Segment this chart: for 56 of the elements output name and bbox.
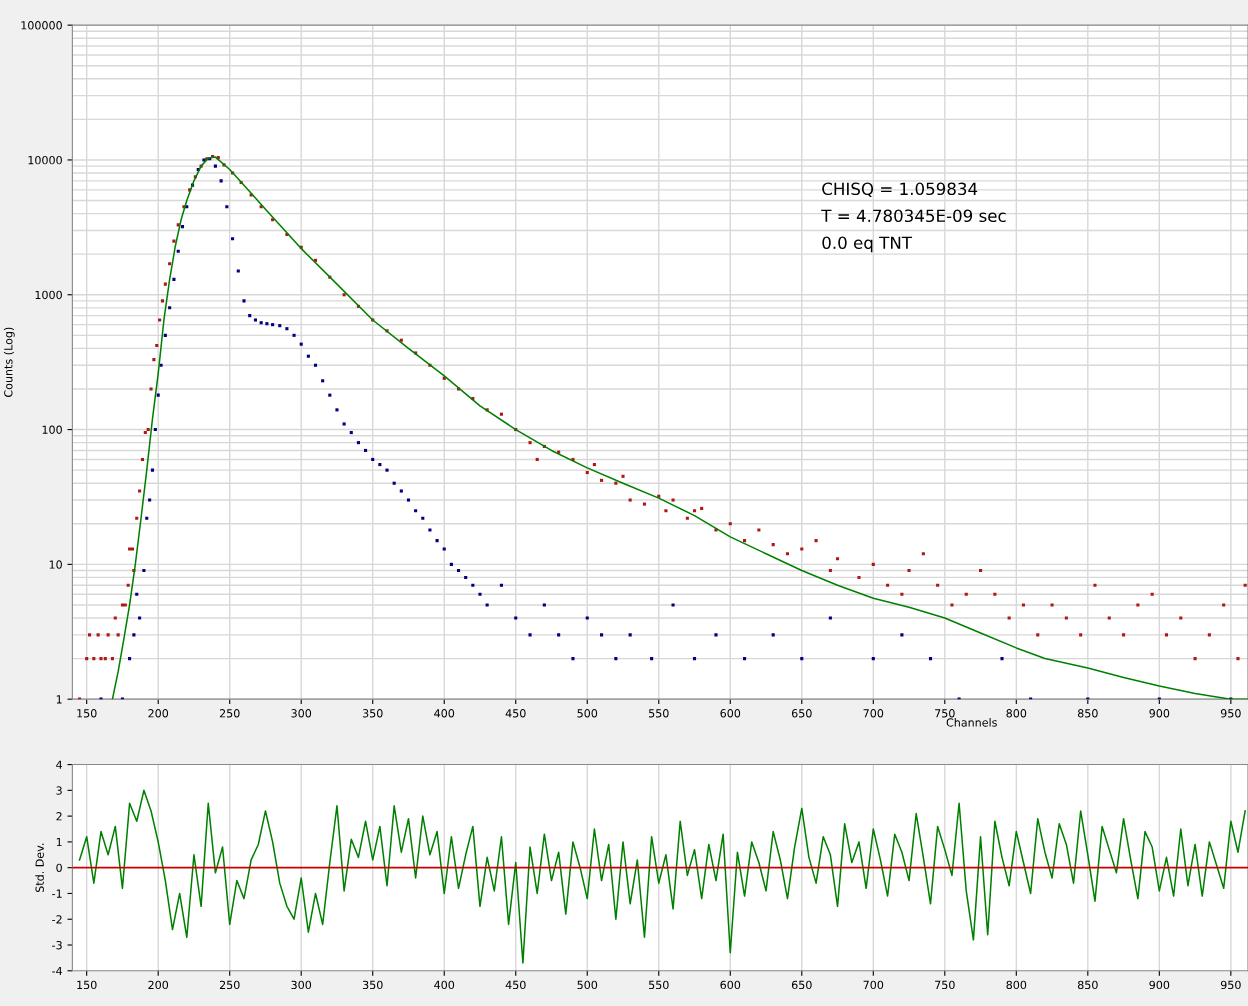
x-tick-label: 950 [1220, 980, 1241, 990]
x-tick-label: 700 [863, 980, 884, 990]
x-tick-label: 300 [291, 709, 312, 718]
y-tick-label: 100 [42, 425, 62, 434]
y-tick-label: 1 [56, 695, 62, 704]
x-tick-label: 800 [1006, 709, 1027, 718]
x-axis-title: Channels [946, 718, 997, 727]
x-tick-label: 850 [1077, 709, 1098, 718]
x-tick-label: 900 [1149, 709, 1170, 718]
y-tick-label: 2 [56, 812, 62, 821]
x-tick-label: 500 [577, 709, 598, 718]
y-tick-label: 4 [56, 760, 63, 769]
x-tick-label: 600 [720, 980, 741, 990]
x-tick-label: 750 [935, 709, 955, 718]
x-tick-label: 850 [1077, 980, 1098, 990]
x-tick-label: 750 [935, 980, 955, 990]
y-tick-label: -1 [52, 889, 62, 898]
x-tick-label: 650 [791, 980, 812, 990]
x-tick-label: 150 [77, 709, 97, 718]
y-tick-label: 3 [56, 786, 62, 795]
y-tick-label: 10 [49, 560, 62, 569]
y-axis-title: Counts (Log) [3, 327, 15, 397]
y-tick-label: 1000 [35, 290, 62, 300]
y-tick-label: -4 [52, 966, 63, 976]
annotation: 0.0 eq TNT [822, 236, 913, 253]
x-tick-label: 450 [505, 980, 526, 990]
x-tick-label: 350 [362, 709, 383, 718]
y-tick-label: -2 [52, 915, 62, 924]
x-tick-label: 400 [434, 980, 455, 990]
x-tick-label: 550 [649, 980, 669, 990]
y-tick-label: 10000 [28, 155, 62, 165]
x-tick-label: 650 [791, 709, 812, 718]
annotation: T = 4.780345E-09 sec [821, 209, 1006, 223]
y-tick-label: 100000 [21, 21, 62, 30]
y-tick-label: 0 [56, 863, 62, 873]
x-tick-label: 300 [291, 980, 312, 990]
x-tick-label: 200 [148, 709, 169, 718]
x-tick-label: 200 [148, 980, 169, 990]
x-tick-label: 800 [1006, 980, 1027, 990]
x-tick-label: 350 [362, 980, 383, 990]
x-tick-label: 250 [219, 709, 240, 718]
y-axis-title: Std. Dev. [35, 843, 44, 893]
x-tick-label: 150 [77, 980, 97, 990]
x-tick-label: 500 [577, 980, 598, 990]
y-tick-label: 1 [56, 838, 62, 847]
x-tick-label: 550 [649, 709, 669, 718]
x-tick-label: 600 [720, 709, 741, 718]
x-tick-label: 450 [505, 709, 526, 718]
x-tick-label: 900 [1149, 980, 1170, 990]
annotation: CHISQ = 1.059834 [822, 182, 978, 198]
y-tick-label: -3 [52, 940, 62, 950]
x-tick-label: 700 [863, 709, 884, 718]
x-tick-label: 250 [219, 980, 240, 990]
line-series [78, 789, 1246, 964]
x-tick-label: 950 [1220, 709, 1241, 718]
x-tick-label: 400 [434, 709, 455, 718]
